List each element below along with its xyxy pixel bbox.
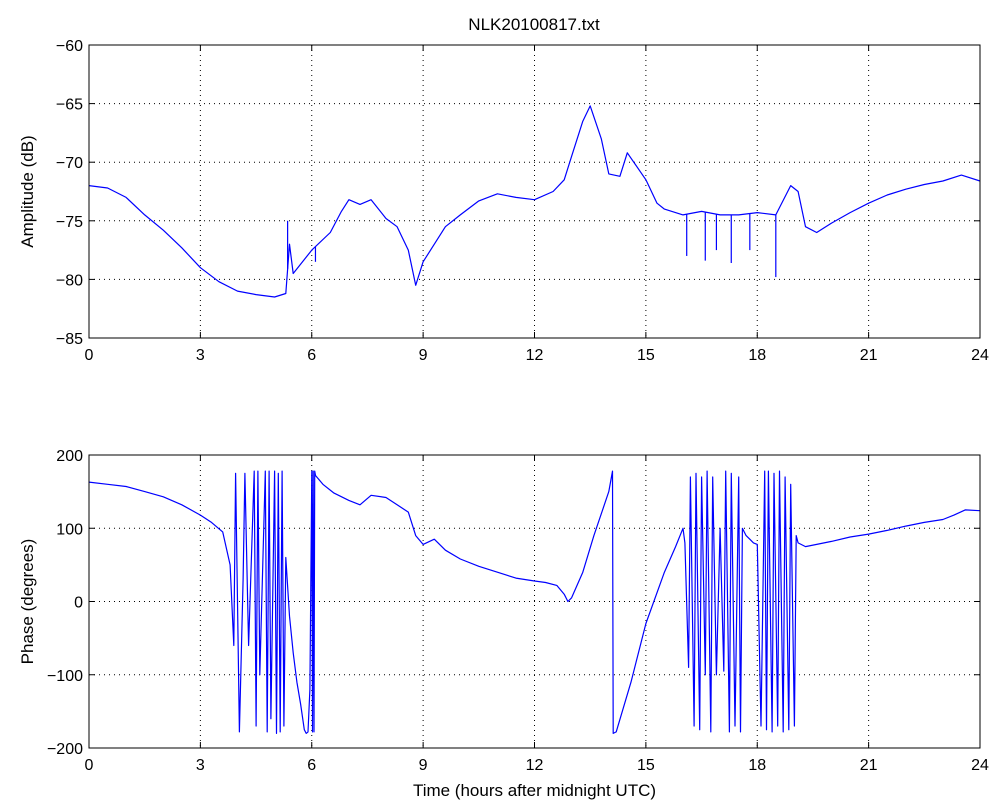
- phase-y-tick-label: 0: [74, 595, 83, 612]
- amplitude-plot-area: [89, 45, 980, 338]
- amplitude-x-tick-label: 6: [307, 347, 316, 364]
- amplitude-x-tick-label: 9: [419, 347, 428, 364]
- amplitude-y-tick-label: −85: [56, 331, 83, 348]
- phase-x-tick-label: 21: [860, 757, 878, 774]
- phase-y-axis-label: Phase (degrees): [18, 539, 37, 665]
- phase-x-tick-label: 18: [748, 757, 766, 774]
- phase-panel: 0 3 6 9 12 15 18 21 24 −200 −100 0 100 200 Phase (degr…: [18, 448, 989, 800]
- phase-y-tick-label: 200: [56, 448, 83, 465]
- phase-x-tick-label: 24: [971, 757, 989, 774]
- phase-x-tick-label: 6: [307, 757, 316, 774]
- phase-x-tick-label: 15: [637, 757, 655, 774]
- phase-x-tick-label: 9: [419, 757, 428, 774]
- amplitude-series-line: [88, 105, 981, 298]
- amplitude-y-tick-label: −60: [56, 38, 83, 55]
- amplitude-panel: 0 3 6 9 12 15 18 21 24 −85 −80 −75 −70 −65 −60 Amplitud…: [18, 38, 989, 364]
- amplitude-y-tick-label: −80: [56, 272, 83, 289]
- phase-x-tick-label: 0: [85, 757, 94, 774]
- amplitude-y-tick-label: −70: [56, 155, 83, 172]
- amplitude-x-tick-label: 15: [637, 347, 655, 364]
- amplitude-y-tick-label: −75: [56, 214, 83, 231]
- amplitude-y-axis-label: Amplitude (dB): [18, 135, 37, 247]
- amplitude-axes-frame: [88, 44, 981, 339]
- amplitude-x-tick-label: 12: [526, 347, 544, 364]
- phase-x-tick-label: 12: [526, 757, 544, 774]
- phase-y-tick-label: −200: [47, 741, 83, 758]
- amplitude-x-tick-label: 3: [196, 347, 205, 364]
- phase-y-tick-label: 100: [56, 521, 83, 538]
- phase-series-line: [88, 470, 981, 735]
- phase-x-tick-label: 3: [196, 757, 205, 774]
- amplitude-x-tick-label: 0: [85, 347, 94, 364]
- phase-axes-frame: [88, 454, 981, 749]
- chart-title: NLK20100817.txt: [468, 15, 600, 34]
- amplitude-y-tick-label: −65: [56, 97, 83, 114]
- amplitude-x-tick-label: 24: [971, 347, 989, 364]
- phase-x-axis-label: Time (hours after midnight UTC): [413, 781, 656, 800]
- amplitude-x-tick-label: 21: [860, 347, 878, 364]
- phase-y-tick-label: −100: [47, 668, 83, 685]
- amplitude-x-tick-label: 18: [748, 347, 766, 364]
